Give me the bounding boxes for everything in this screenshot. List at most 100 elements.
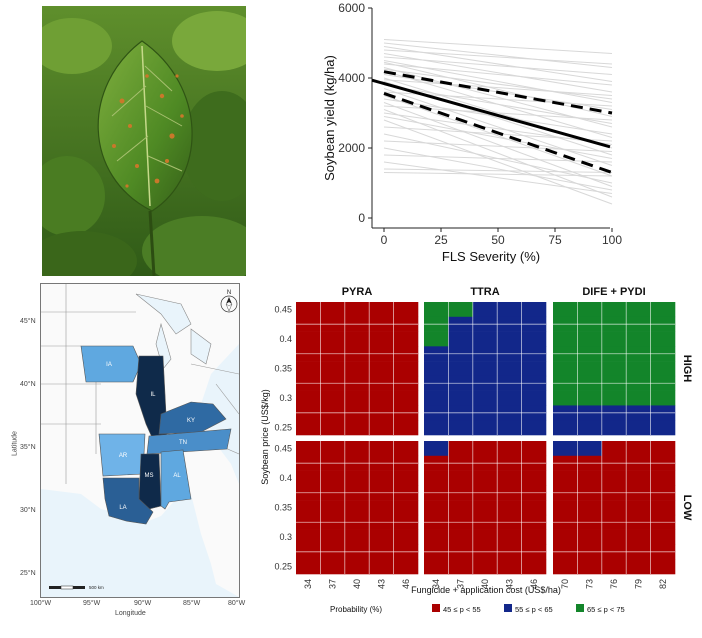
heatmap-cell: [296, 361, 321, 377]
heatmap-cell: [626, 529, 651, 545]
heatmap-cell: [472, 302, 498, 318]
heatmap-cell: [344, 390, 370, 406]
heatmap-cell: [424, 302, 449, 318]
heatmap-cell: [424, 470, 449, 486]
heatmap-cell: [553, 302, 578, 318]
column-header-1: TTRA: [470, 286, 499, 298]
heatmap-cell: [553, 559, 578, 575]
heatmap-cell: [448, 559, 474, 575]
heatmap-cell: [553, 331, 578, 347]
map-lon-tick-85: 85°W: [183, 600, 201, 607]
x-tick-label: 43: [504, 579, 514, 589]
heatmap-cell: [369, 470, 394, 486]
x-tick-label: 46: [401, 579, 411, 589]
heatmap-cell: [393, 361, 419, 377]
map-lon-tick-100: 100°W: [30, 600, 52, 607]
heatmap-cell: [601, 420, 627, 436]
heatmap-cell: [344, 559, 370, 575]
heatmap-cell: [448, 529, 474, 545]
heatmap-cell: [424, 500, 449, 516]
y-tick-label: 0.3: [279, 532, 292, 542]
x-axis-label: FLS Severity (%): [442, 249, 540, 264]
field-trend-line: [383, 154, 613, 163]
x-tick-label: 34: [431, 579, 441, 589]
heatmap-cell: [601, 529, 627, 545]
heatmap-cell: [626, 390, 651, 406]
x-tick-label: 50: [491, 233, 505, 247]
yield-line-plot: 0 2000 4000 6000 0 25 50 75 100 FLS Severity (%) S…: [298, 0, 702, 270]
field-trend-line: [383, 112, 613, 145]
heatmap-cell: [577, 441, 603, 457]
heatmap-cell: [626, 331, 651, 347]
row-header-low: LOW: [681, 495, 693, 521]
legend-title: Probability (%): [330, 605, 382, 614]
x-tick-label: 46: [529, 579, 539, 589]
heatmap-cell: [650, 441, 676, 457]
heatmap-cell: [650, 529, 676, 545]
map-ylabel: Latitude: [11, 431, 19, 456]
leaf-illustration: [42, 6, 246, 276]
heatmap-cell: [521, 302, 547, 318]
field-trend-line: [383, 95, 613, 177]
map-lat-tick-25: 25°N: [20, 570, 36, 577]
heatmap-cell: [448, 420, 474, 436]
legend-swatch: [432, 604, 440, 612]
heatmap-cell: [650, 559, 676, 575]
heatmap-cell: [521, 361, 547, 377]
field-trend-line: [383, 63, 613, 86]
heatmap-cell: [521, 559, 547, 575]
heatmap-cell: [521, 441, 547, 457]
heatmap-cell: [577, 559, 603, 575]
field-trend-line: [383, 172, 613, 177]
heatmap-cell: [296, 420, 321, 436]
x-tick-label: 37: [456, 579, 466, 589]
map-lat-tick-40: 40°N: [20, 381, 36, 388]
heatmap-cell: [369, 302, 394, 318]
y-tick-label: 0.4: [279, 473, 292, 483]
heatmap-cell: [472, 529, 498, 545]
heatmap-cell: [472, 470, 498, 486]
heatmap-cell: [497, 361, 522, 377]
heatmap-cell: [448, 470, 474, 486]
heatmap-svg: PYRA TTRA DIFE + PYDI HIGH LOW 0.45 0.4 0.35 0.3…: [260, 286, 697, 614]
heatmap-cell: [424, 420, 449, 436]
heatmap-cell: [650, 470, 676, 486]
heatmap-cell: [577, 529, 603, 545]
y-tick-label: 0.45: [274, 443, 292, 453]
heatmap-cell: [320, 331, 346, 347]
heatmap-cell: [521, 470, 547, 486]
heatmap-cell: [296, 470, 321, 486]
state-ia: [80, 345, 142, 383]
heatmap-cell: [296, 500, 321, 516]
heatmap-cell: [497, 559, 522, 575]
map-lon-tick-90: 90°W: [134, 600, 152, 607]
heatmap-cell: [626, 500, 651, 516]
heatmap-cell: [497, 390, 522, 406]
x-tick-label: 100: [602, 233, 622, 247]
heatmap-cell: [393, 441, 419, 457]
heatmap-cell: [601, 500, 627, 516]
row-strip: [679, 441, 697, 574]
map-xlabel: Longitude: [115, 610, 146, 617]
heatmap-cell: [601, 441, 627, 457]
heatmap-cell: [521, 390, 547, 406]
upper-ci-line: [383, 70, 613, 115]
heatmap-cell: [577, 420, 603, 436]
heatmap-cell: [472, 559, 498, 575]
heatmap-cell: [497, 441, 522, 457]
x-tick-label: 73: [585, 579, 595, 589]
heatmap-cell: [393, 331, 419, 347]
y-tick-label: 0.3: [279, 393, 292, 403]
heatmap-cell: [553, 529, 578, 545]
heatmap-cell: [344, 441, 370, 457]
heatmap-cell: [472, 500, 498, 516]
scale-bar: 500 km: [49, 585, 104, 590]
heatmap-cell: [344, 470, 370, 486]
state-label-il: IL: [150, 392, 156, 398]
heatmap-cell: [577, 302, 603, 318]
heatmap-cell: [577, 500, 603, 516]
state-label-tn: TN: [179, 440, 187, 446]
heatmap-cell: [521, 331, 547, 347]
heatmap-cell: [393, 302, 419, 318]
heatmap-cell: [553, 390, 578, 406]
